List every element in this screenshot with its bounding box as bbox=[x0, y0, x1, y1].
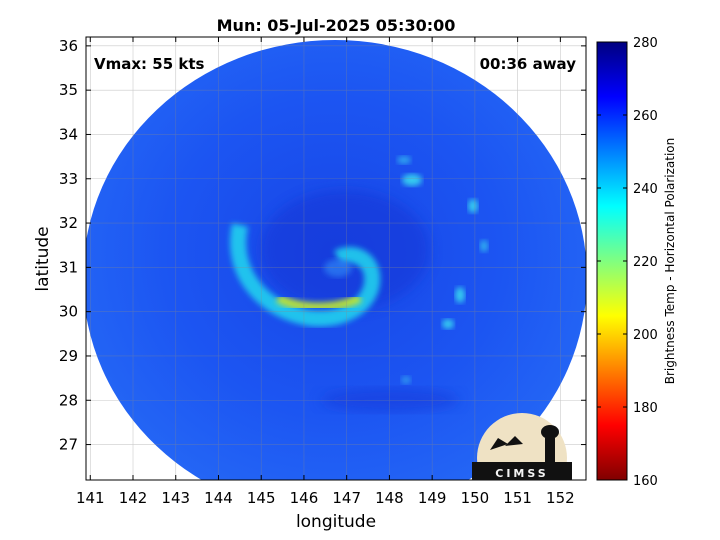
colorbar-tick-label: 180 bbox=[633, 401, 658, 416]
colorbar bbox=[596, 41, 628, 481]
x-axis-label: longitude bbox=[296, 512, 376, 532]
y-tick-label: 36 bbox=[59, 37, 78, 55]
y-axis-ticks: 27 28 29 30 31 32 33 34 35 36 bbox=[59, 37, 586, 454]
x-axis-ticks: 141 142 143 144 145 146 147 148 149 150 151 152 bbox=[76, 37, 575, 507]
rain-cell bbox=[480, 240, 488, 252]
y-tick-label: 27 bbox=[59, 436, 78, 454]
eye bbox=[324, 259, 352, 277]
x-tick-label: 151 bbox=[503, 489, 532, 507]
time-away-annotation: 00:36 away bbox=[480, 55, 577, 73]
x-tick-label: 142 bbox=[119, 489, 148, 507]
y-tick-label: 30 bbox=[59, 303, 78, 321]
x-tick-label: 143 bbox=[161, 489, 190, 507]
colorbar-ticks: 280 260 240 220 200 180 160 bbox=[597, 36, 658, 489]
spiral-band bbox=[230, 223, 381, 327]
colorbar-tick-label: 280 bbox=[633, 36, 658, 51]
rain-cell bbox=[401, 376, 411, 384]
x-tick-label: 152 bbox=[546, 489, 575, 507]
microwave-swath-image bbox=[86, 40, 586, 480]
colorbar-tick-label: 260 bbox=[633, 109, 658, 124]
x-tick-label: 145 bbox=[247, 489, 276, 507]
x-tick-label: 148 bbox=[375, 489, 404, 507]
y-tick-label: 34 bbox=[59, 125, 78, 143]
rain-cell bbox=[455, 287, 465, 303]
x-tick-label: 150 bbox=[461, 489, 490, 507]
y-tick-label: 35 bbox=[59, 81, 78, 99]
chart-title: Mun: 05-Jul-2025 05:30:00 bbox=[217, 16, 456, 35]
rain-cell bbox=[402, 174, 422, 186]
cimss-logo-text: CIMSS bbox=[495, 467, 548, 480]
convective-core bbox=[275, 293, 362, 312]
y-tick-label: 29 bbox=[59, 347, 78, 365]
colorbar-tick-label: 220 bbox=[633, 255, 658, 270]
rain-cell bbox=[468, 199, 478, 213]
x-tick-label: 141 bbox=[76, 489, 105, 507]
vmax-annotation: Vmax: 55 kts bbox=[94, 55, 204, 73]
y-tick-label: 33 bbox=[59, 170, 78, 188]
axes-frame bbox=[85, 36, 587, 481]
colorbar-tick-label: 200 bbox=[633, 328, 658, 343]
colorbar-tick-label: 240 bbox=[633, 182, 658, 197]
colorbar-label: Brightness Temp - Horizontal Polarizatio… bbox=[663, 138, 677, 385]
cimss-logo: CIMSS bbox=[472, 413, 572, 480]
x-tick-label: 146 bbox=[290, 489, 319, 507]
y-tick-label: 28 bbox=[59, 391, 78, 409]
y-axis-label: latitude bbox=[33, 226, 53, 291]
gridlines bbox=[86, 37, 586, 480]
rain-cell bbox=[442, 319, 454, 329]
x-tick-label: 144 bbox=[204, 489, 233, 507]
rain-cell bbox=[397, 156, 411, 164]
outer-band bbox=[320, 388, 460, 412]
x-tick-label: 149 bbox=[418, 489, 447, 507]
y-tick-label: 32 bbox=[59, 214, 78, 232]
colorbar-tick-label: 160 bbox=[633, 474, 658, 489]
y-tick-label: 31 bbox=[59, 258, 78, 276]
x-tick-label: 147 bbox=[332, 489, 361, 507]
